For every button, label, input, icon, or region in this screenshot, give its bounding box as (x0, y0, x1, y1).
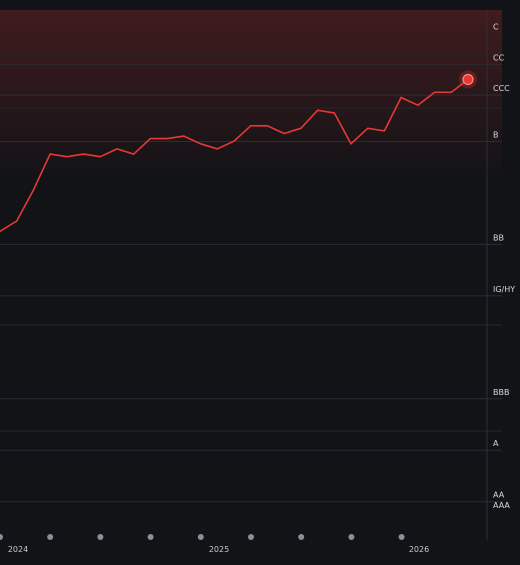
data-point (417, 104, 419, 106)
rating-label-bbb: BBB (493, 388, 509, 397)
x-axis-marker (398, 534, 405, 540)
data-point (249, 124, 252, 127)
x-tick-label: 2024 (8, 545, 28, 554)
data-point (216, 148, 219, 150)
x-axis-marker (348, 534, 355, 540)
rating-label-bb: BB (493, 233, 504, 242)
series-line-group (0, 70, 477, 233)
data-point (132, 153, 135, 155)
latest-point-marker (462, 73, 474, 86)
data-point (316, 109, 319, 112)
x-axis-marker (248, 534, 254, 540)
data-point (300, 127, 302, 130)
rating-label-a: A (493, 439, 499, 448)
data-point (383, 130, 386, 132)
data-point (233, 140, 235, 143)
data-point (166, 137, 168, 140)
x-axis-marker (47, 534, 54, 540)
data-point (15, 220, 18, 222)
data-point (0, 230, 1, 233)
rating-label-ig-hy: IG/HY (493, 285, 515, 294)
data-point (283, 132, 285, 135)
x-axis-marker (298, 534, 305, 540)
x-axis-marker (147, 534, 154, 540)
data-point (450, 91, 453, 94)
rating-label-cc: CC (493, 53, 505, 62)
data-point (183, 135, 185, 137)
data-point (366, 127, 369, 130)
data-point (333, 112, 336, 114)
data-point (400, 96, 402, 99)
data-point (49, 153, 51, 155)
data-point (433, 91, 436, 94)
data-point (82, 153, 85, 155)
x-axis-marker (97, 534, 104, 540)
rating-label-ccc: CCC (493, 84, 510, 93)
x-tick-label: 2025 (209, 545, 229, 554)
data-point (99, 155, 102, 158)
data-point (116, 148, 118, 150)
x-axis-marker (197, 534, 204, 540)
rating-label-aa: AA (493, 491, 505, 500)
x-tick-labels: 2024 2025 2026 (8, 545, 429, 554)
x-axis-marker (0, 534, 3, 540)
rating-label-aaa: AAA (493, 501, 510, 510)
x-tick-label: 2026 (409, 545, 429, 554)
grid-lines (0, 53, 502, 503)
data-point (149, 137, 152, 140)
x-axis-markers (0, 534, 405, 540)
data-point (350, 142, 352, 145)
rating-label-c: C (493, 22, 499, 31)
data-point (66, 155, 68, 158)
rating-label-b: B (493, 130, 499, 139)
data-point (199, 142, 202, 145)
data-point (266, 124, 269, 127)
data-point (32, 189, 35, 191)
